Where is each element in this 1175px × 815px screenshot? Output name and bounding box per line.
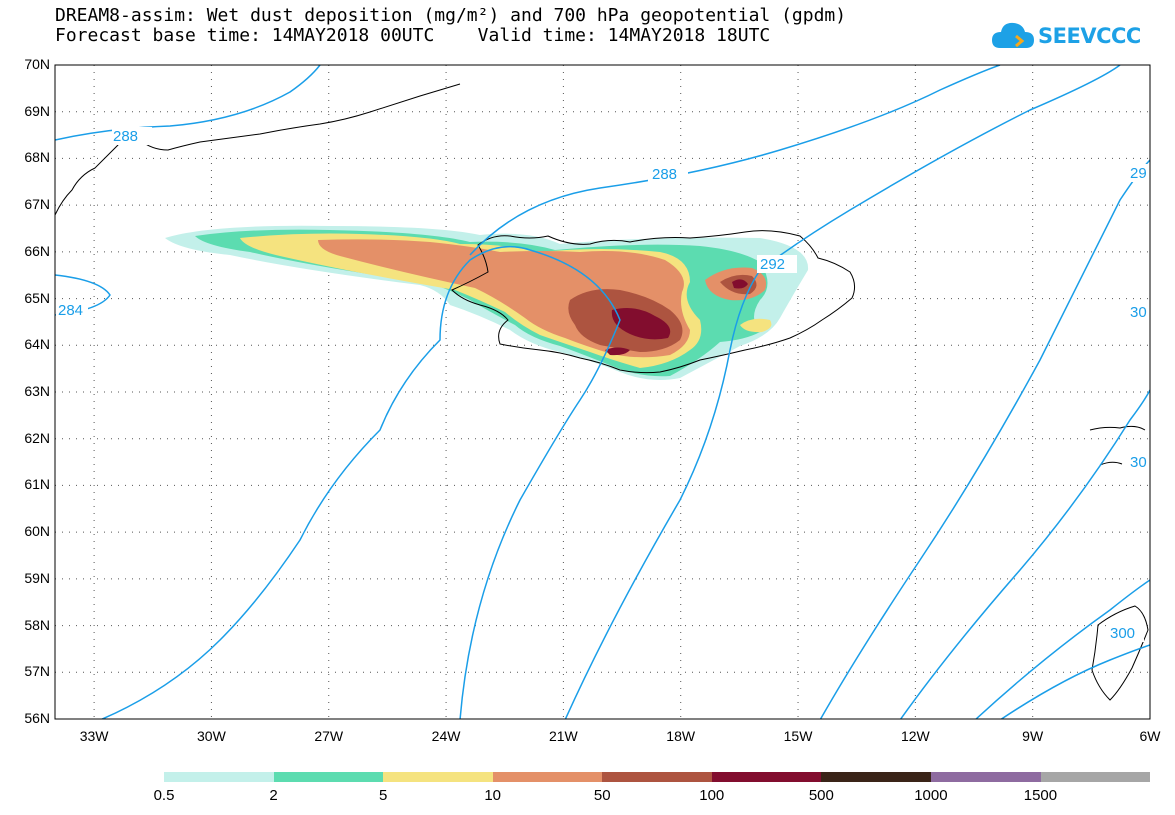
cloud-icon [992, 22, 1034, 48]
colorbar-label: 5 [378, 787, 388, 804]
latitude-label: 66N [24, 242, 50, 259]
colorbar-segment [821, 772, 931, 782]
longitude-label: 6W [1139, 728, 1161, 744]
map-frame [54, 64, 1151, 720]
longitude-label: 33W [79, 728, 109, 744]
contour-label: 29 [1130, 165, 1147, 182]
latitude-label: 59N [24, 569, 50, 586]
graticule [55, 65, 1150, 719]
contour-300b [974, 579, 1150, 719]
latitude-label: 61N [24, 476, 50, 493]
contour-288-north [55, 65, 321, 141]
longitude-label: 9W [1022, 728, 1044, 744]
latitude-label: 65N [24, 289, 50, 306]
longitude-label: 27W [314, 728, 344, 744]
latitude-label: 60N [24, 523, 50, 540]
colorbar-segment [930, 772, 1041, 782]
latitude-label: 70N [24, 56, 50, 72]
iceland-coastline [451, 230, 856, 374]
longitude-label: 30W [197, 728, 226, 744]
colorbar-segment [711, 772, 822, 782]
contour-label: 288 [652, 166, 677, 183]
longitude-label: 12W [900, 728, 930, 744]
colorbar-label: 1000 [914, 787, 948, 804]
latitude-label: 64N [24, 336, 50, 353]
contour-304 [1000, 644, 1150, 719]
colorbar-segment [492, 772, 603, 782]
colorbar-segment [602, 772, 712, 782]
contour-292 [564, 65, 1121, 719]
seevccc-logo: SEEVCCC [990, 16, 1141, 56]
longitude-label: 18W [666, 728, 696, 744]
contour-288-main [100, 245, 621, 719]
contour-label: 30 [1130, 304, 1147, 321]
contour-288-upper [469, 65, 1001, 256]
chart-title-line-2: Forecast base time: 14MAY2018 00UTC Vali… [55, 25, 771, 46]
contour-label: 300 [1110, 625, 1135, 642]
colorbar-segment [164, 772, 274, 782]
colorbar-label: 100 [699, 787, 725, 804]
deposition-level-100b [732, 279, 748, 289]
dust-deposition-field [165, 225, 809, 380]
chart-title-line-1: DREAM8-assim: Wet dust deposition (mg/m²… [55, 5, 847, 26]
colorbar-label: 50 [593, 787, 611, 804]
contour-labels: 288 288 292 284 29 30 30 300 [56, 127, 1150, 642]
colorbar-label: 500 [808, 787, 834, 804]
latitude-label: 63N [24, 383, 50, 399]
latitude-label: 68N [24, 149, 50, 166]
coastlines [55, 83, 1149, 701]
colorbar-segment [383, 772, 493, 782]
deposition-level-100 [611, 308, 671, 340]
contour-300a [899, 389, 1150, 719]
latitude-label: 58N [24, 616, 50, 633]
faroe-scotland-coastline [1089, 425, 1149, 701]
colorbar [164, 772, 1151, 782]
latitude-label: 67N [24, 196, 50, 213]
colorbar-segment [1040, 772, 1151, 782]
colorbar-label: 10 [484, 787, 501, 804]
latitude-label: 56N [24, 710, 50, 726]
longitude-label: 24W [431, 728, 461, 744]
latitude-label: 62N [24, 429, 50, 446]
contour-label: 292 [760, 256, 785, 273]
contour-label: 284 [58, 302, 83, 319]
contour-label: 288 [113, 128, 138, 145]
contour-label: 30 [1130, 454, 1147, 471]
colorbar-segment [273, 772, 384, 782]
deposition-level-5b [740, 318, 772, 333]
longitude-label: 21W [548, 728, 578, 744]
colorbar-label: 0.5 [153, 787, 175, 804]
latitude-label: 57N [24, 663, 50, 680]
deposition-level-100c [605, 347, 630, 356]
longitude-label: 15W [783, 728, 813, 744]
geopotential-contours [55, 65, 1150, 719]
logo-text: SEEVCCC [1038, 24, 1141, 48]
colorbar-label: 2 [269, 787, 278, 804]
colorbar-label: 1500 [1023, 787, 1058, 804]
greenland-coastline [55, 83, 461, 216]
latitude-label: 69N [24, 102, 50, 119]
contour-296 [819, 159, 1150, 719]
